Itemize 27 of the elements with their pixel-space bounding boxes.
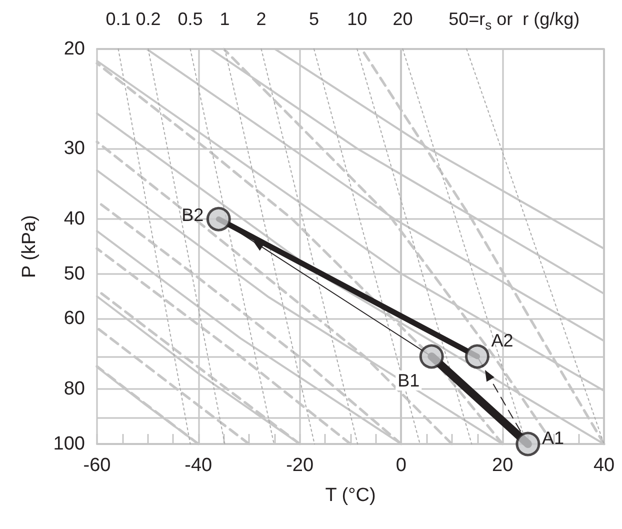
y-tick-label: 50	[64, 263, 85, 284]
y-tick-label: 20	[64, 38, 85, 60]
x-tick-label: -60	[83, 455, 111, 476]
y-tick-label: 30	[64, 138, 85, 160]
annotation: 1	[220, 9, 230, 29]
annotation: 5	[308, 9, 320, 29]
annotation: 0.5	[178, 9, 203, 29]
y-tick-label: 60	[64, 308, 85, 330]
annotation: 20	[392, 9, 413, 29]
annotation: 0.1	[106, 9, 131, 29]
annotation: A1	[542, 428, 564, 448]
x-tick-label: -20	[286, 455, 314, 476]
y-tick-label: 80	[64, 378, 85, 400]
x-tick-label: 40	[593, 455, 615, 476]
y-tick-label: 100	[53, 434, 85, 454]
x-tick-label: 0	[396, 455, 406, 476]
annotation: B1	[398, 370, 420, 390]
annotation: 10	[347, 9, 368, 29]
annotation: 2	[256, 9, 266, 29]
annotation: A2	[491, 330, 514, 350]
y-axis-title: P (kPa)	[19, 214, 40, 278]
y-tick-label: 40	[64, 208, 85, 230]
x-tick-label: -40	[184, 455, 212, 476]
annotation: 0.2	[136, 9, 161, 29]
x-axis-title: T (°C)	[325, 485, 376, 506]
x-tick-label: 20	[492, 455, 514, 476]
annotation: B2	[182, 205, 204, 226]
